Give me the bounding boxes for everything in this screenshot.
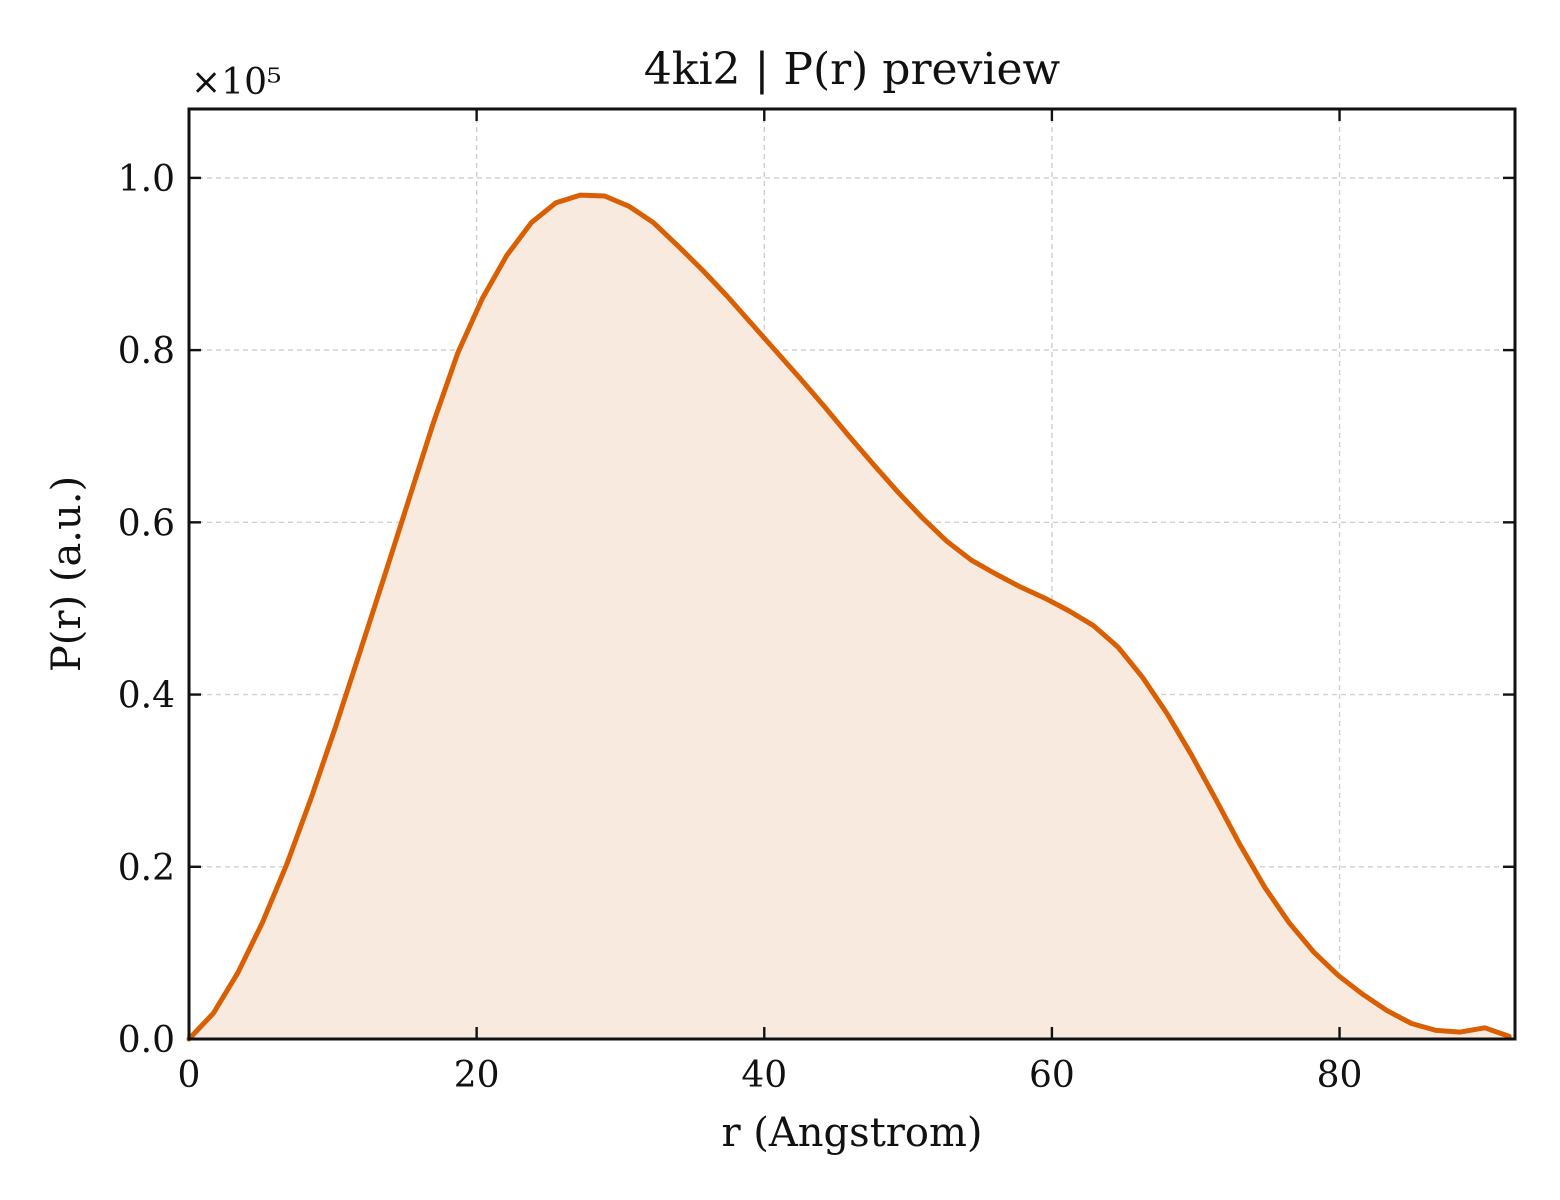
plot-frame: [187, 107, 1517, 1041]
x-axis-label: r (Angstrom): [721, 1110, 982, 1156]
area-fill: [189, 195, 1510, 1040]
y-tick-label: 0.2: [118, 848, 175, 889]
x-tick-label: 80: [1317, 1055, 1363, 1096]
y-tick-label: 0.6: [118, 503, 175, 544]
series-line: [186, 192, 1512, 1042]
y-axis-label: P(r) (a.u.): [44, 476, 90, 672]
tick-labels: 0 20 40 60 80 0.0 0.2 0.4 0.6 0.8 1.0: [118, 159, 1363, 1096]
x-tick-label: 0: [178, 1055, 201, 1096]
chart-title: 4ki2 | P(r) preview: [644, 44, 1061, 95]
y-tick-label: 1.0: [118, 159, 175, 200]
x-tick-label: 60: [1029, 1055, 1075, 1096]
y-tick-label: 0.4: [118, 676, 175, 717]
y-multiplier-label: ×10⁵: [191, 62, 281, 103]
y-tick-label: 0.8: [118, 331, 175, 372]
y-tick-label: 0.0: [118, 1020, 175, 1061]
x-tick-label: 40: [741, 1055, 787, 1096]
x-tick-label: 20: [454, 1055, 500, 1096]
